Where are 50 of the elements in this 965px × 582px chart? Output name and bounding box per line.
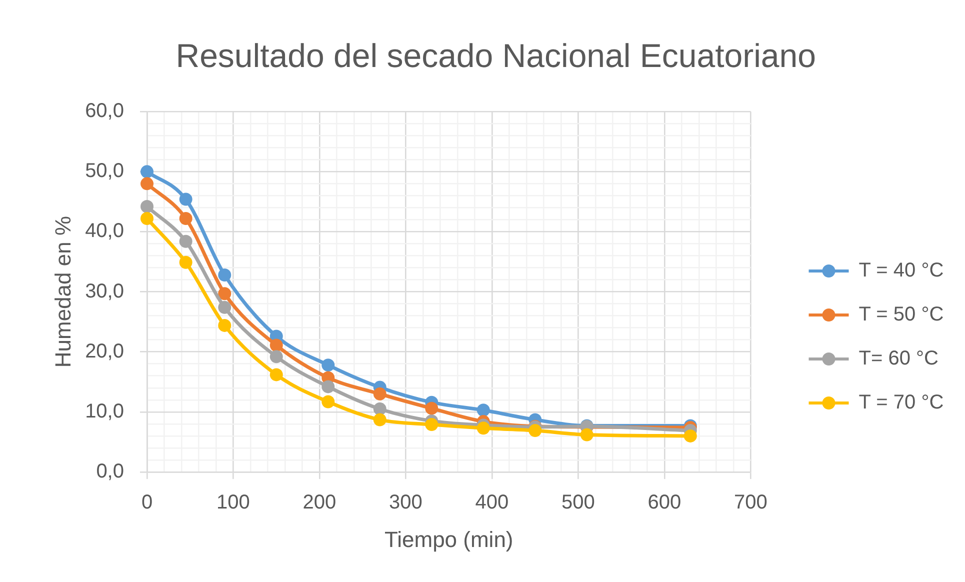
point [425,402,438,415]
point [373,387,386,400]
point [322,358,335,372]
y-axis-title: Humedad en % [50,216,76,368]
y-tick-label: 0,0 [96,460,124,483]
x-tick-label: 300 [389,492,422,514]
point [373,413,386,426]
x-tick-label: 600 [648,492,682,514]
point [218,268,232,282]
point [270,338,283,352]
point [179,192,192,206]
point [425,418,438,432]
legend-label: T = 70 °C [858,392,944,414]
y-tick-label: 30,0 [85,280,124,302]
x-tick-label: 0 [141,492,153,514]
x-axis-title: Tiempo (min) [384,526,514,552]
point [322,395,335,408]
point [580,428,594,442]
x-tick-label: 500 [562,492,595,514]
legend-label: T = 50 °C [858,304,944,326]
point [179,212,192,226]
point [140,165,154,178]
point [270,368,283,382]
point [476,404,490,417]
x-tick-label: 200 [302,492,336,514]
point [179,256,192,269]
y-tick-label: 40,0 [85,220,124,242]
legend-label: T= 60 °C [858,348,938,370]
point [140,177,154,190]
point [140,200,154,214]
point [476,422,490,435]
x-tick-label: 700 [734,492,768,514]
point [140,212,154,226]
y-tick-label: 20,0 [85,340,124,362]
y-tick-label: 60,0 [85,100,124,122]
point [322,380,335,394]
point [218,287,232,300]
chart-title: Resultado del secado Nacional Ecuatoriano [176,36,816,74]
point [270,350,283,364]
point [179,234,192,248]
point [684,429,697,442]
x-tick-label: 400 [475,492,509,514]
x-tick-label: 100 [216,492,250,514]
point [528,424,542,438]
y-tick-label: 10,0 [85,400,124,422]
point [218,300,232,314]
point [373,402,386,416]
point [218,318,232,332]
y-tick-label: 50,0 [85,160,124,182]
legend-label: T = 40 °C [858,260,944,282]
